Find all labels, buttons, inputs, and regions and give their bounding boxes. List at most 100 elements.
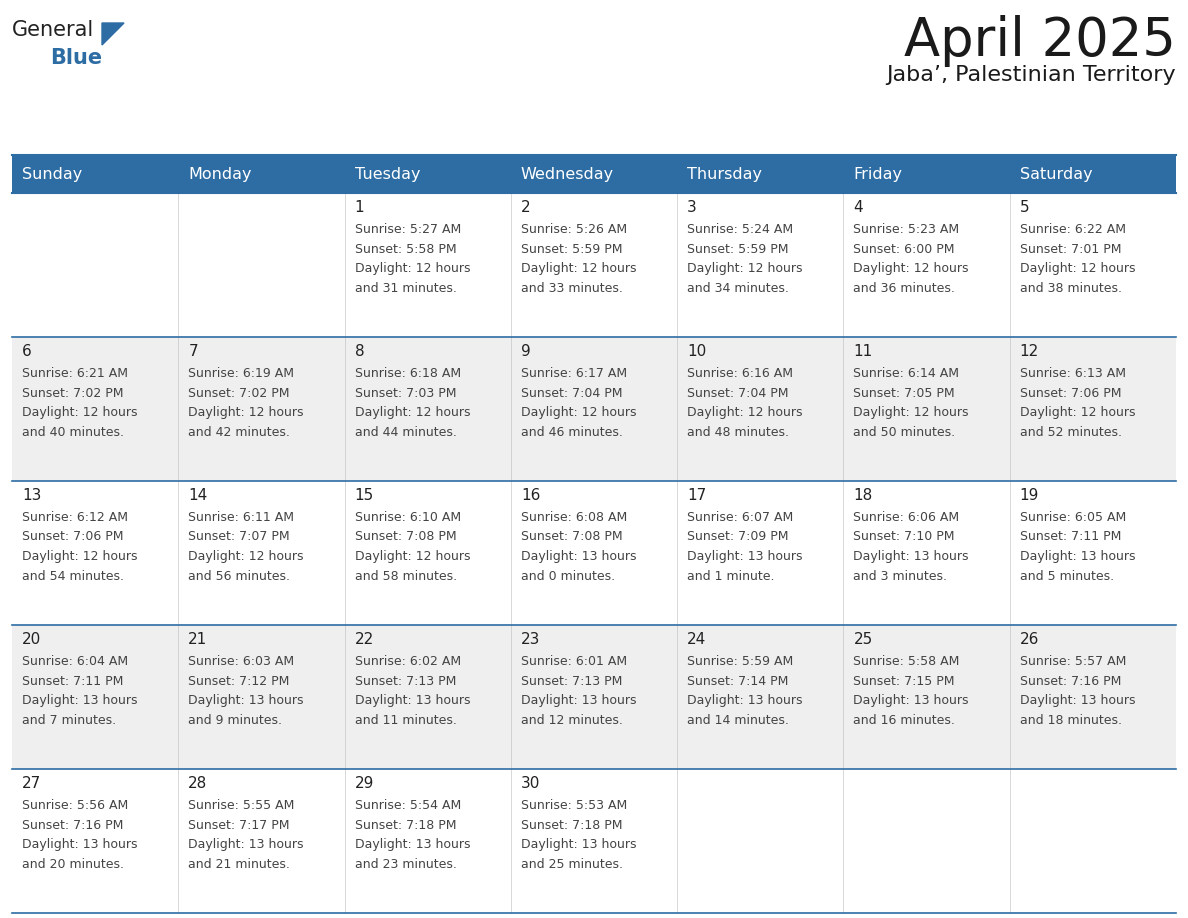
Text: and 44 minutes.: and 44 minutes. [354,426,456,439]
Text: and 38 minutes.: and 38 minutes. [1019,282,1121,295]
Text: and 50 minutes.: and 50 minutes. [853,426,955,439]
Text: Sunrise: 6:12 AM: Sunrise: 6:12 AM [23,511,128,524]
Text: Sunset: 7:10 PM: Sunset: 7:10 PM [853,531,955,543]
Text: Daylight: 12 hours: Daylight: 12 hours [853,262,969,275]
Text: Sunrise: 6:10 AM: Sunrise: 6:10 AM [354,511,461,524]
Bar [511,481,677,625]
Text: 23: 23 [520,632,541,647]
Text: 27: 27 [23,776,42,791]
Bar [677,193,843,337]
Bar [1010,337,1176,481]
Text: 14: 14 [188,488,208,503]
Bar [178,193,345,337]
Text: 12: 12 [1019,344,1040,359]
Bar [677,481,843,625]
Text: Wednesday: Wednesday [520,166,614,182]
Text: Sunset: 7:16 PM: Sunset: 7:16 PM [1019,675,1121,688]
Text: Sunset: 6:00 PM: Sunset: 6:00 PM [853,242,955,255]
Text: and 0 minutes.: and 0 minutes. [520,569,615,583]
Text: and 40 minutes.: and 40 minutes. [23,426,124,439]
Text: and 20 minutes.: and 20 minutes. [23,857,124,870]
Text: Daylight: 12 hours: Daylight: 12 hours [520,406,637,419]
Text: Tuesday: Tuesday [354,166,421,182]
Text: and 11 minutes.: and 11 minutes. [354,713,456,726]
Bar [511,769,677,913]
Bar [178,337,345,481]
Text: Daylight: 13 hours: Daylight: 13 hours [687,694,803,707]
Bar [1010,193,1176,337]
Text: Sunset: 7:08 PM: Sunset: 7:08 PM [354,531,456,543]
Text: Sunset: 7:03 PM: Sunset: 7:03 PM [354,386,456,399]
Text: Sunset: 7:18 PM: Sunset: 7:18 PM [354,819,456,832]
Text: Daylight: 12 hours: Daylight: 12 hours [687,406,803,419]
Text: and 58 minutes.: and 58 minutes. [354,569,456,583]
Text: 24: 24 [687,632,707,647]
Text: Sunset: 7:13 PM: Sunset: 7:13 PM [354,675,456,688]
Text: Sunset: 7:15 PM: Sunset: 7:15 PM [853,675,955,688]
Text: Daylight: 13 hours: Daylight: 13 hours [520,838,637,851]
Text: Sunrise: 5:54 AM: Sunrise: 5:54 AM [354,799,461,812]
Text: Saturday: Saturday [1019,166,1092,182]
Text: 13: 13 [23,488,42,503]
Text: Daylight: 13 hours: Daylight: 13 hours [23,838,138,851]
Text: and 34 minutes.: and 34 minutes. [687,282,789,295]
Text: Sunrise: 6:01 AM: Sunrise: 6:01 AM [520,655,627,668]
Text: 20: 20 [23,632,42,647]
Text: 21: 21 [188,632,208,647]
Bar [511,625,677,769]
Bar [1010,155,1176,193]
Text: Sunset: 7:09 PM: Sunset: 7:09 PM [687,531,789,543]
Text: Sunset: 7:04 PM: Sunset: 7:04 PM [687,386,789,399]
Bar [12,769,178,913]
Text: Sunset: 7:13 PM: Sunset: 7:13 PM [520,675,623,688]
Text: Sunrise: 6:08 AM: Sunrise: 6:08 AM [520,511,627,524]
Text: and 36 minutes.: and 36 minutes. [853,282,955,295]
Text: 29: 29 [354,776,374,791]
Text: Daylight: 13 hours: Daylight: 13 hours [1019,694,1136,707]
Text: Daylight: 12 hours: Daylight: 12 hours [354,262,470,275]
Text: April 2025: April 2025 [904,15,1176,67]
Text: Sunset: 7:01 PM: Sunset: 7:01 PM [1019,242,1121,255]
Text: 7: 7 [188,344,198,359]
Text: Daylight: 12 hours: Daylight: 12 hours [188,406,304,419]
Text: Daylight: 12 hours: Daylight: 12 hours [188,550,304,563]
Text: Daylight: 13 hours: Daylight: 13 hours [188,838,304,851]
Bar [178,769,345,913]
Text: Sunrise: 5:55 AM: Sunrise: 5:55 AM [188,799,295,812]
Text: Sunset: 7:14 PM: Sunset: 7:14 PM [687,675,789,688]
Text: Sunrise: 5:23 AM: Sunrise: 5:23 AM [853,223,960,236]
Text: Daylight: 12 hours: Daylight: 12 hours [1019,262,1136,275]
Text: Sunrise: 5:53 AM: Sunrise: 5:53 AM [520,799,627,812]
Text: and 46 minutes.: and 46 minutes. [520,426,623,439]
Text: 11: 11 [853,344,873,359]
Text: Friday: Friday [853,166,903,182]
Text: Sunrise: 5:56 AM: Sunrise: 5:56 AM [23,799,128,812]
Text: 17: 17 [687,488,707,503]
Text: Sunset: 7:02 PM: Sunset: 7:02 PM [188,386,290,399]
Text: Sunday: Sunday [23,166,82,182]
Text: 8: 8 [354,344,365,359]
Text: Daylight: 12 hours: Daylight: 12 hours [354,406,470,419]
Text: Daylight: 12 hours: Daylight: 12 hours [1019,406,1136,419]
Text: and 16 minutes.: and 16 minutes. [853,713,955,726]
Bar [1010,625,1176,769]
Text: Sunset: 7:02 PM: Sunset: 7:02 PM [23,386,124,399]
Text: Daylight: 13 hours: Daylight: 13 hours [354,838,470,851]
Text: and 48 minutes.: and 48 minutes. [687,426,789,439]
Text: Jaba’, Palestinian Territory: Jaba’, Palestinian Territory [886,65,1176,85]
Text: Sunrise: 6:06 AM: Sunrise: 6:06 AM [853,511,960,524]
Text: 25: 25 [853,632,873,647]
Bar [843,337,1010,481]
Bar [12,481,178,625]
Text: Sunset: 7:08 PM: Sunset: 7:08 PM [520,531,623,543]
Text: Sunrise: 5:27 AM: Sunrise: 5:27 AM [354,223,461,236]
Text: and 5 minutes.: and 5 minutes. [1019,569,1114,583]
Text: Daylight: 13 hours: Daylight: 13 hours [520,550,637,563]
Text: Daylight: 13 hours: Daylight: 13 hours [687,550,803,563]
Text: Sunrise: 6:07 AM: Sunrise: 6:07 AM [687,511,794,524]
Text: Sunrise: 5:24 AM: Sunrise: 5:24 AM [687,223,794,236]
Text: Sunrise: 6:11 AM: Sunrise: 6:11 AM [188,511,295,524]
Bar [345,337,511,481]
Text: Daylight: 13 hours: Daylight: 13 hours [520,694,637,707]
Bar [12,625,178,769]
